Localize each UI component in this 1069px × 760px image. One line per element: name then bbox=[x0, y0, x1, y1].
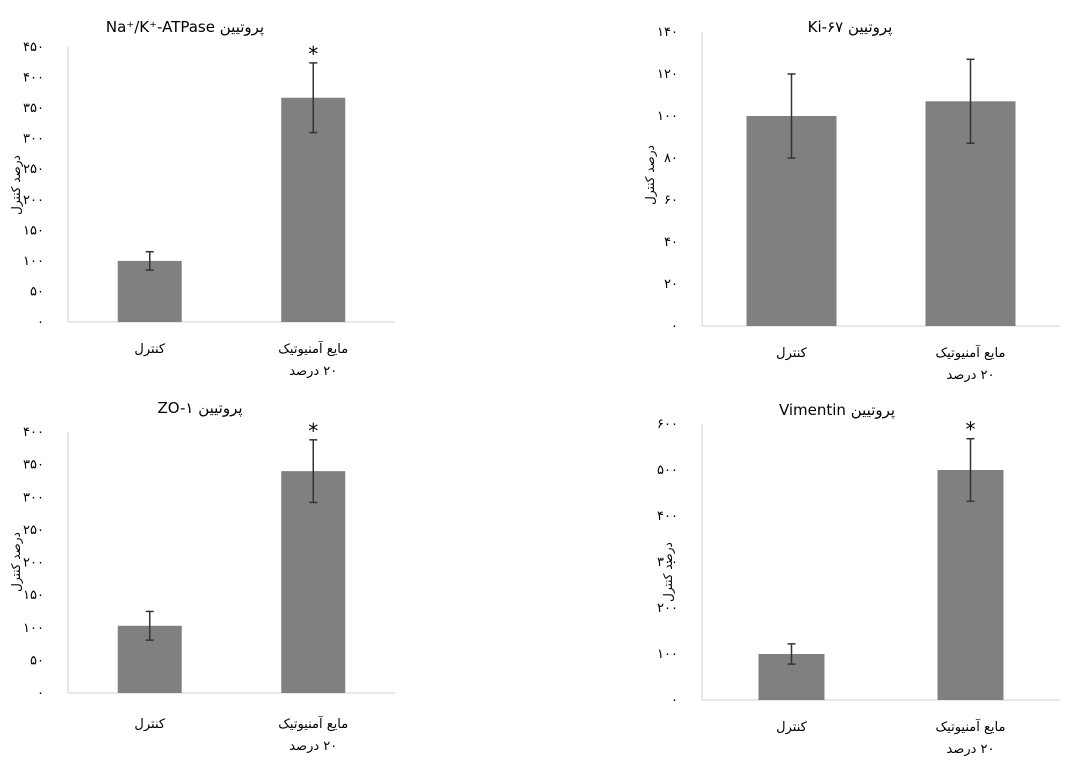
y-tick-label: ۱۰۰ bbox=[657, 109, 678, 124]
category-label-1: مایع آمنیوتیک ۲۰ درصد bbox=[278, 340, 348, 379]
y-tick-label: ۳۰۰ bbox=[23, 132, 44, 147]
y-tick-label: ۰ bbox=[671, 319, 678, 334]
bar-1 bbox=[937, 470, 1004, 700]
y-tick-label: ۰ bbox=[671, 693, 678, 708]
category-label-0: کنترل bbox=[134, 717, 165, 732]
chart-title: پروتیین Ki-۶۷ bbox=[808, 18, 893, 37]
chart-ki67: پروتیین Ki-۶۷ درصد کنترل ۰ ۲۰ ۴۰ ۶۰ ۸۰ ۱۰۰ ۱۲۰ ۱۴… bbox=[643, 18, 1060, 383]
y-tick-label: ۰ bbox=[37, 315, 44, 330]
y-tick-label: ۲۰۰ bbox=[23, 193, 44, 208]
y-tick-label: ۴۰۰ bbox=[23, 425, 44, 440]
category-label-0: کنترل bbox=[776, 720, 807, 735]
y-tick-label: ۵۰ bbox=[30, 653, 44, 668]
y-tick-label: ۱۲۰ bbox=[657, 67, 678, 82]
y-tick-label: ۵۰ bbox=[30, 284, 44, 299]
y-tick-label: ۱۰۰ bbox=[23, 621, 44, 636]
chart-title: پروتیین Na⁺/K⁺-ATPase bbox=[106, 18, 264, 37]
y-tick-label: ۵۰۰ bbox=[657, 463, 678, 478]
y-tick-label: ۴۰۰ bbox=[23, 71, 44, 86]
category-label-1: مایع آمنیوتیک ۲۰ درصد bbox=[936, 344, 1006, 383]
category-label-1: مایع آمنیوتیک ۲۰ درصد bbox=[936, 718, 1006, 757]
chart-vimentin: پروتیین Vimentin درصد کنترل ۰ ۱۰۰ ۲۰۰ ۳۰۰ ۴۰۰ ۵… bbox=[657, 401, 1060, 757]
y-tick-label: ۱۵۰ bbox=[23, 223, 44, 238]
y-tick-label: ۸۰ bbox=[664, 151, 678, 166]
category-label-0: کنترل bbox=[776, 346, 807, 361]
y-axis-label: درصد کنترل bbox=[661, 542, 676, 602]
y-tick-label: ۶۰ bbox=[664, 193, 678, 208]
y-axis-label: درصد کنترل bbox=[643, 145, 658, 205]
category-label-0: کنترل bbox=[134, 342, 165, 357]
y-tick-label: ۳۵۰ bbox=[23, 101, 44, 116]
y-tick-label: ۲۰۰ bbox=[23, 556, 44, 571]
bar-1 bbox=[281, 97, 346, 322]
chart-title: پروتیین Vimentin bbox=[779, 401, 895, 420]
category-label-1: مایع آمنیوتیک ۲۰ درصد bbox=[278, 715, 348, 754]
y-tick-label: ۱۴۰ bbox=[657, 25, 678, 40]
y-tick-label: ۳۵۰ bbox=[23, 458, 44, 473]
y-tick-label: ۱۵۰ bbox=[23, 588, 44, 603]
chart-na-k-atpase: پروتیین Na⁺/K⁺-ATPase درصد کنترل ۰ ۵۰ ۱۰۰ ۱۵۰… bbox=[9, 18, 395, 379]
y-tick-label: ۰ bbox=[37, 686, 44, 701]
significance-star: * bbox=[966, 418, 976, 442]
y-tick-label: ۴۰ bbox=[664, 235, 678, 250]
y-axis-label: درصد کنترل bbox=[9, 532, 24, 592]
y-tick-label: ۳۰۰ bbox=[657, 555, 678, 570]
y-tick-label: ۱۰۰ bbox=[23, 254, 44, 269]
y-tick-label: ۳۰۰ bbox=[23, 490, 44, 505]
y-tick-label: ۴۰۰ bbox=[657, 509, 678, 524]
bar-1 bbox=[281, 471, 346, 693]
y-tick-label: ۲۵۰ bbox=[23, 162, 44, 177]
y-tick-label: ۲۰۰ bbox=[657, 601, 678, 616]
significance-star: * bbox=[308, 42, 318, 66]
y-tick-label: ۴۵۰ bbox=[23, 40, 44, 55]
y-tick-label: ۲۰ bbox=[664, 277, 678, 292]
chart-zo1: پروتیین ZO-۱ درصد کنترل ۰ ۵۰ ۱۰۰ ۱۵۰ ۲۰۰ ۲۵۰ ۳۰۰… bbox=[9, 399, 395, 754]
y-tick-label: ۲۵۰ bbox=[23, 523, 44, 538]
y-tick-label: ۶۰۰ bbox=[657, 417, 678, 432]
y-axis-label: درصد کنترل bbox=[9, 155, 24, 215]
chart-title: پروتیین ZO-۱ bbox=[157, 399, 242, 418]
significance-star: * bbox=[308, 419, 318, 443]
y-tick-label: ۱۰۰ bbox=[657, 647, 678, 662]
bar-0 bbox=[117, 260, 182, 322]
